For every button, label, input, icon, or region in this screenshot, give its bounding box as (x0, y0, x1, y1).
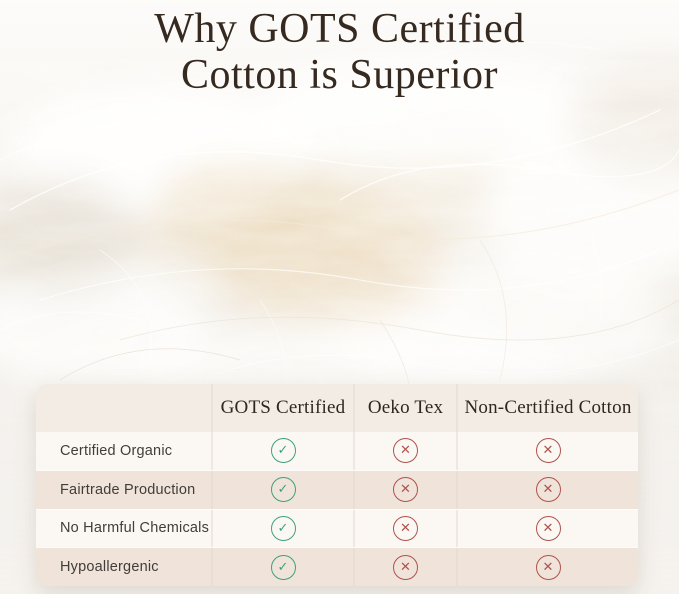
table-cell: ✕ (456, 470, 638, 509)
table-cell: ✕ (456, 548, 638, 586)
comparison-table: GOTS Certified Oeko Tex Non-Certified Co… (36, 384, 638, 586)
column-header-gots: GOTS Certified (211, 384, 353, 432)
page-title-line2: Cotton is Superior (180, 52, 498, 98)
table-row: No Harmful Chemicals ✓ ✕ ✕ (36, 508, 638, 548)
table-cell: ✓ (211, 548, 353, 586)
check-circle-icon: ✓ (270, 477, 296, 503)
table-header-row: GOTS Certified Oeko Tex Non-Certified Co… (36, 384, 638, 432)
table-cell: ✓ (211, 432, 353, 470)
table-row: Hypoallergenic ✓ ✕ ✕ (36, 547, 638, 586)
page-title: Why GOTS Certified Cotton is Superior (0, 6, 679, 98)
cross-circle-icon: ✕ (535, 515, 561, 541)
table-cell: ✕ (456, 432, 638, 470)
table-cell: ✕ (353, 470, 456, 509)
table-cell: ✓ (211, 509, 353, 548)
table-cell: ✓ (211, 470, 353, 509)
table-cell: ✕ (456, 509, 638, 548)
cross-circle-icon: ✕ (393, 477, 418, 503)
row-label: Hypoallergenic (60, 559, 159, 576)
table-cell: ✕ (353, 548, 456, 586)
table-cell: ✕ (353, 432, 456, 470)
column-header-noncert: Non-Certified Cotton (456, 384, 638, 432)
row-label: Certified Organic (60, 442, 173, 459)
column-header-oeko: Oeko Tex (353, 384, 456, 432)
table-cell: ✕ (353, 509, 456, 548)
cross-circle-icon: ✕ (535, 477, 561, 503)
header-corner-cell (36, 384, 211, 432)
cross-circle-icon: ✕ (535, 438, 561, 464)
row-label: No Harmful Chemicals (60, 520, 210, 537)
check-circle-icon: ✓ (270, 438, 296, 464)
page-title-line1: Why GOTS Certified (154, 6, 525, 52)
check-circle-icon: ✓ (270, 554, 296, 580)
check-circle-icon: ✓ (270, 515, 296, 541)
row-label: Fairtrade Production (60, 481, 196, 498)
cross-circle-icon: ✕ (535, 554, 561, 580)
cross-circle-icon: ✕ (393, 554, 418, 580)
cross-circle-icon: ✕ (393, 438, 418, 464)
cross-circle-icon: ✕ (393, 515, 418, 541)
table-row: Fairtrade Production ✓ ✕ ✕ (36, 469, 638, 509)
table-row: Certified Organic ✓ ✕ ✕ (36, 432, 638, 470)
